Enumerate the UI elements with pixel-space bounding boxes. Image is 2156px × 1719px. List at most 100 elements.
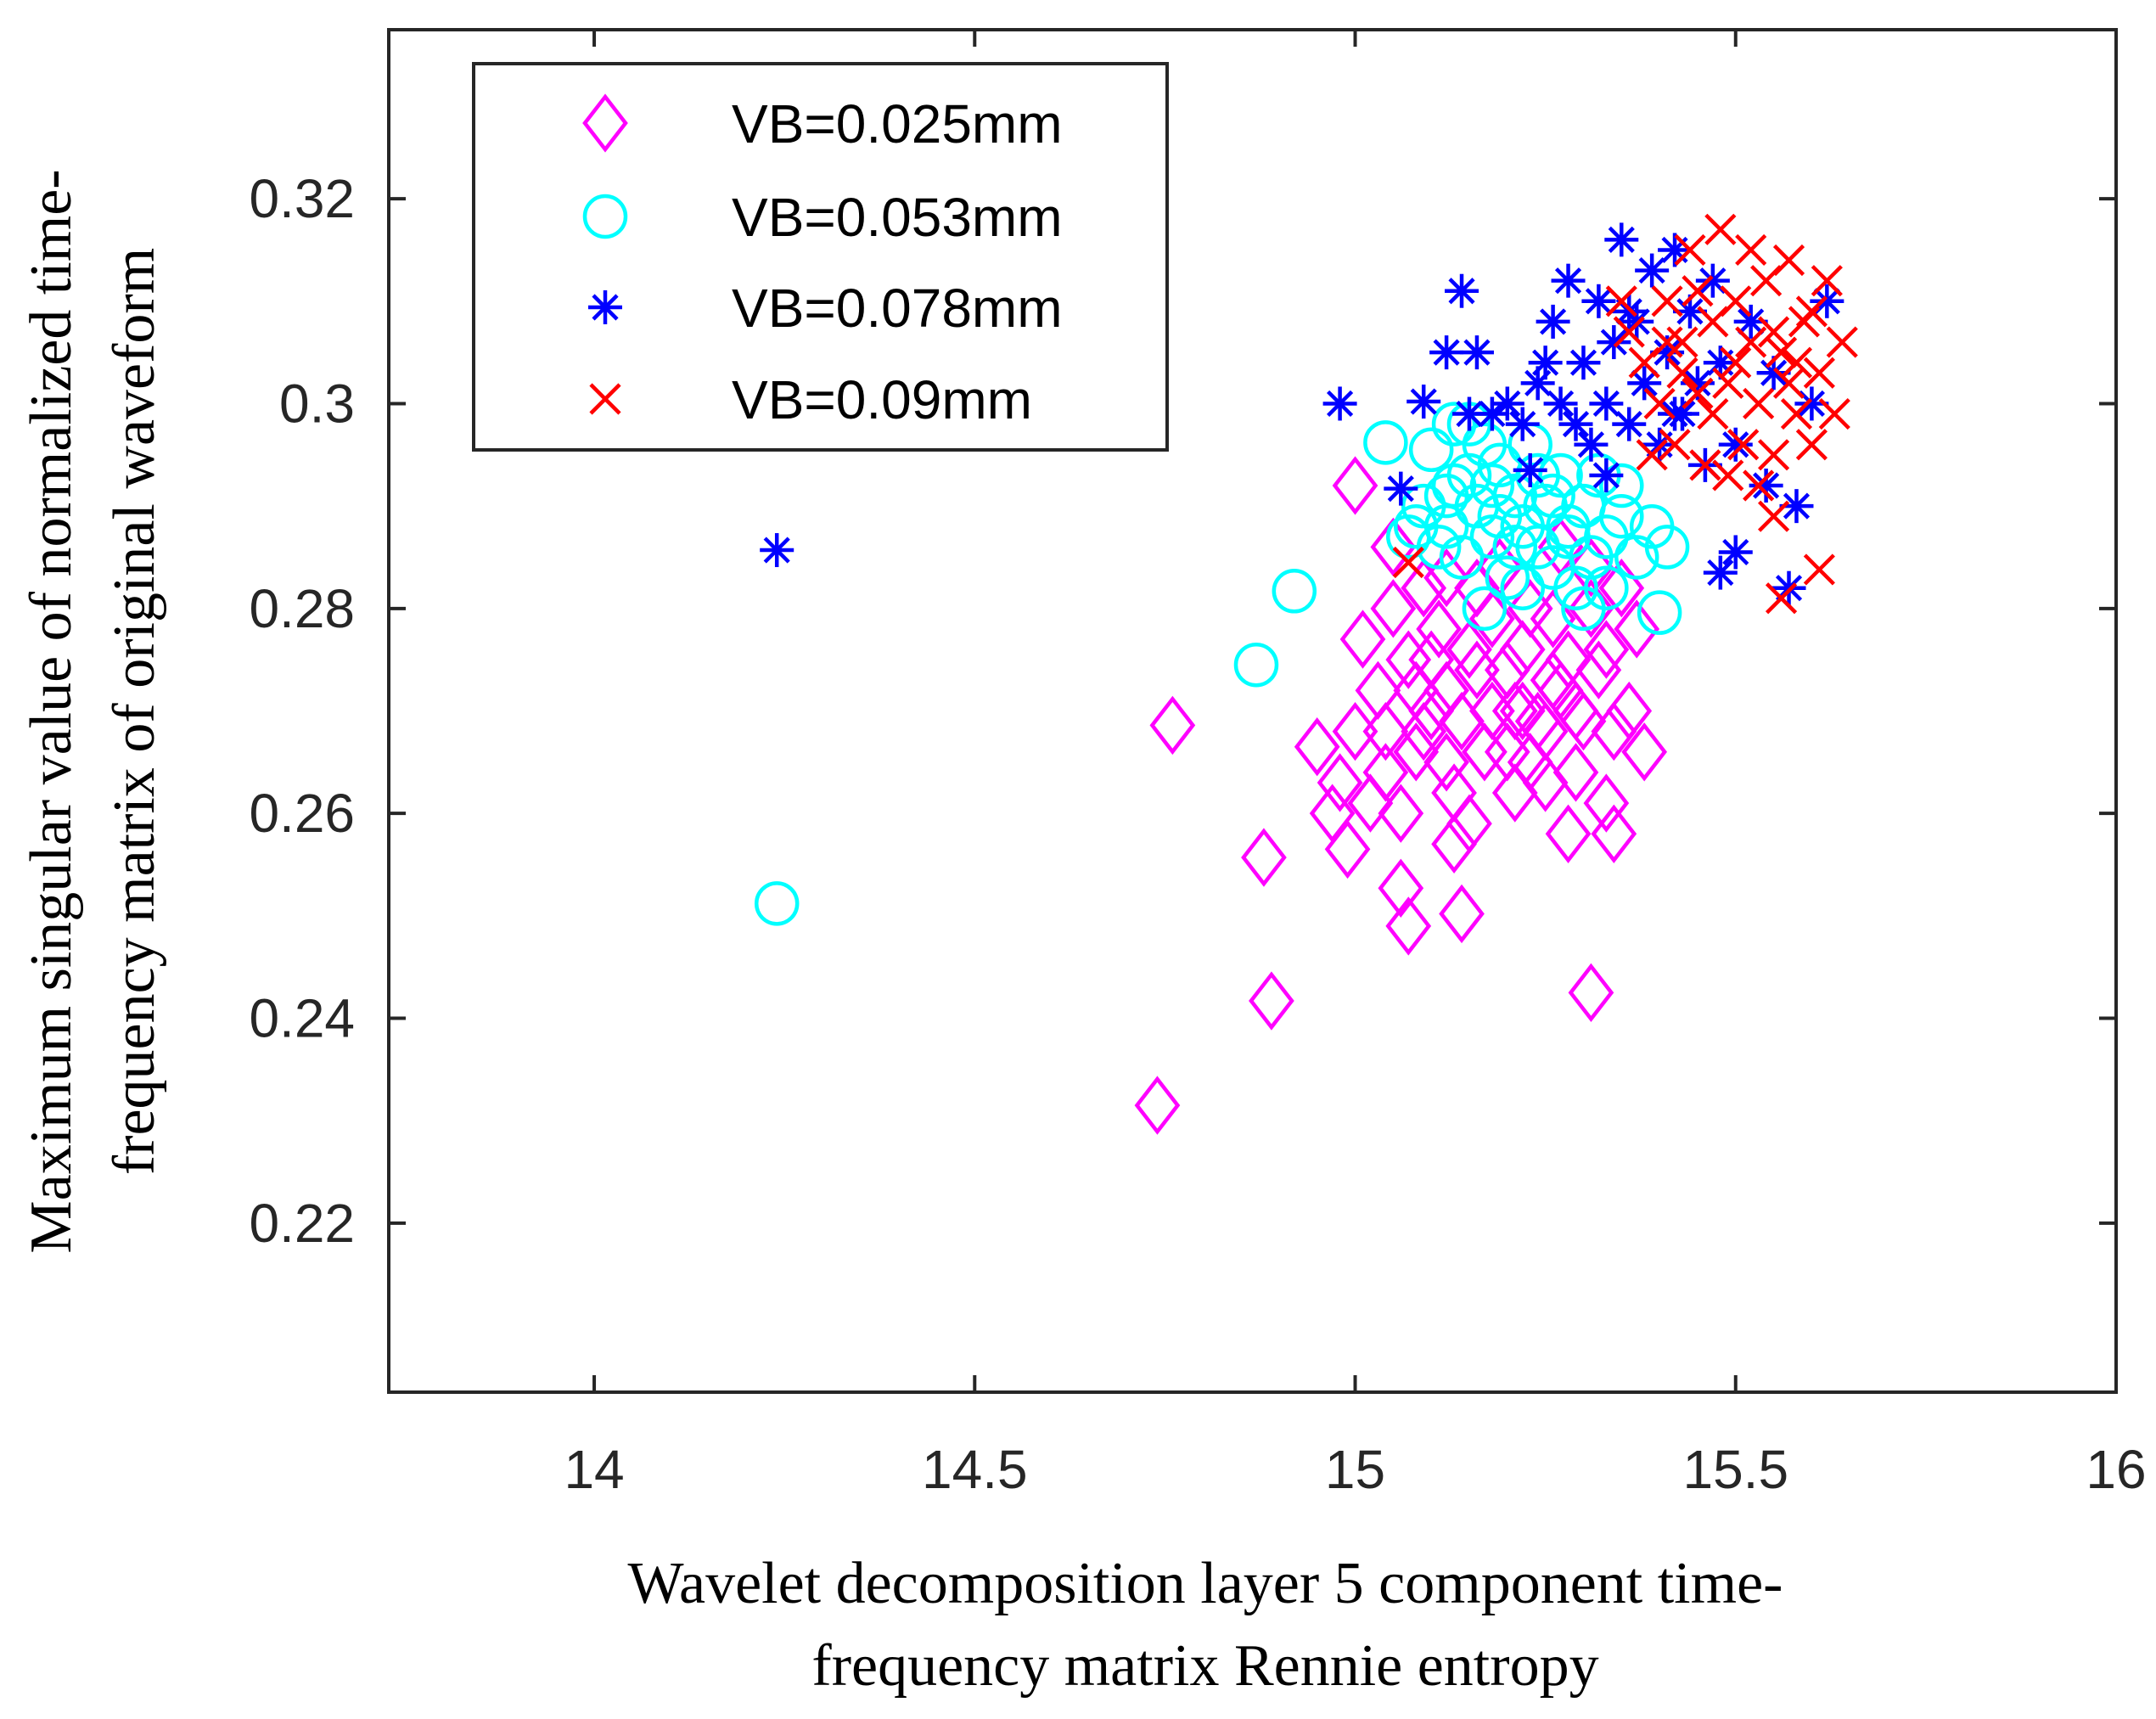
diamond-shape [1385, 896, 1432, 956]
series-x [1392, 213, 1858, 615]
data-point [1241, 828, 1287, 887]
asterisk-stroke [592, 294, 619, 321]
y-tick-label: 0.28 [249, 578, 355, 639]
data-point [1491, 681, 1538, 741]
asterisk-stroke [1722, 431, 1749, 458]
data-point [1612, 407, 1647, 441]
asterisk-stroke [1479, 400, 1506, 428]
data-point [1811, 265, 1843, 297]
data-point [1637, 590, 1682, 635]
data-point [1553, 565, 1598, 610]
legend-label: VB=0.09mm [732, 369, 1032, 430]
data-point [1445, 273, 1479, 308]
diamond-shape [1370, 579, 1417, 638]
data-point [1362, 701, 1409, 761]
ticks: 14 14.5 15 15.5 16 0.22 0.24 0.26 0.28 0.3 0.32 [249, 30, 2147, 1500]
diamond-shape [1423, 733, 1469, 792]
data-point [1492, 525, 1538, 570]
x-stroke [1613, 316, 1645, 348]
data-point [1469, 514, 1515, 559]
legend-entry: VB=0.053mm [582, 187, 1063, 248]
data-point [1536, 304, 1570, 339]
x-stroke [1743, 469, 1775, 502]
x-stroke [1674, 233, 1706, 267]
asterisk-stroke [1699, 267, 1726, 295]
x-stroke [1392, 546, 1424, 579]
diamond-shape [1431, 814, 1477, 874]
y-axis-title-line-2: frequency matrix of original waveform [102, 248, 167, 1175]
data-point [1743, 387, 1775, 420]
x-tick-label: 15 [1325, 1439, 1385, 1500]
data-point [1643, 387, 1676, 420]
data-point [1332, 701, 1378, 761]
data-point [1332, 456, 1378, 515]
diamond-shape [1491, 681, 1538, 741]
x-stroke [1826, 326, 1858, 358]
data-point [1423, 473, 1469, 519]
diamond-shape [582, 93, 628, 153]
circle-shape [1469, 463, 1515, 508]
diamond-shape [1423, 548, 1469, 608]
data-point [1597, 325, 1631, 360]
data-point [1233, 642, 1279, 688]
diamond-shape [1393, 722, 1440, 782]
circle-shape [1546, 514, 1591, 559]
x-stroke [1772, 244, 1805, 277]
data-point [1322, 386, 1357, 421]
legend-marker-diamond-icon [582, 93, 628, 153]
circle-shape [1393, 504, 1439, 549]
data-point [1408, 630, 1455, 689]
diamond-shape [1324, 819, 1371, 879]
diamond-shape [1378, 784, 1424, 843]
diamond-shape [1332, 701, 1378, 761]
x-axis-title-line-2: frequency matrix Rennie entropy [811, 1633, 1598, 1699]
asterisk-stroke [1387, 475, 1414, 503]
data-point [1712, 367, 1744, 399]
data-point [1613, 316, 1645, 348]
diamond-shape [1408, 630, 1455, 689]
asterisk-stroke [1600, 329, 1627, 356]
legend-entry: VB=0.078mm [588, 278, 1063, 339]
data-point [1803, 357, 1835, 389]
data-point [1362, 743, 1409, 802]
data-point [1416, 599, 1462, 659]
data-point [1392, 546, 1424, 579]
asterisk-stroke [1547, 390, 1575, 418]
diamond-shape [1294, 717, 1340, 777]
x-stroke [1818, 397, 1850, 430]
circle-shape [1423, 473, 1469, 519]
asterisk-stroke [1494, 390, 1521, 418]
legend-entries: VB=0.025mm VB=0.053mm VB=0.078mm VB=0.09mm [582, 93, 1063, 430]
data-point [1765, 336, 1798, 368]
data-point [1795, 295, 1828, 328]
x-tick-label: 16 [2086, 1439, 2146, 1500]
x-stroke [1811, 265, 1843, 297]
diamond-shape [1507, 579, 1553, 638]
x-stroke [1643, 387, 1676, 420]
diamond-shape [1491, 763, 1538, 823]
data-point [1538, 452, 1583, 498]
data-point [1599, 463, 1644, 508]
data-point [1459, 335, 1494, 370]
y-tick-label: 0.22 [249, 1193, 355, 1254]
y-tick-label: 0.3 [279, 373, 355, 434]
circle-shape [1272, 569, 1317, 614]
data-point [1513, 452, 1547, 487]
circle-shape [1408, 427, 1454, 473]
data-point [1485, 555, 1530, 600]
asterisk-stroke [1592, 462, 1620, 489]
diamond-shape [1332, 456, 1378, 515]
diamond-shape [1378, 858, 1424, 918]
diamond-shape [1408, 681, 1455, 741]
diamond-shape [1362, 701, 1409, 761]
x-axis-title: Wavelet decomposition layer 5 component … [628, 1551, 1783, 1699]
diamond-shape [1530, 650, 1576, 710]
data-point [1779, 489, 1814, 524]
circle-shape [1431, 402, 1477, 447]
data-point [1757, 439, 1790, 471]
diamond-shape [1370, 517, 1417, 577]
y-tick-label: 0.24 [249, 988, 355, 1049]
data-point [1568, 579, 1614, 638]
data-point [1674, 233, 1706, 267]
data-point [1584, 565, 1629, 610]
